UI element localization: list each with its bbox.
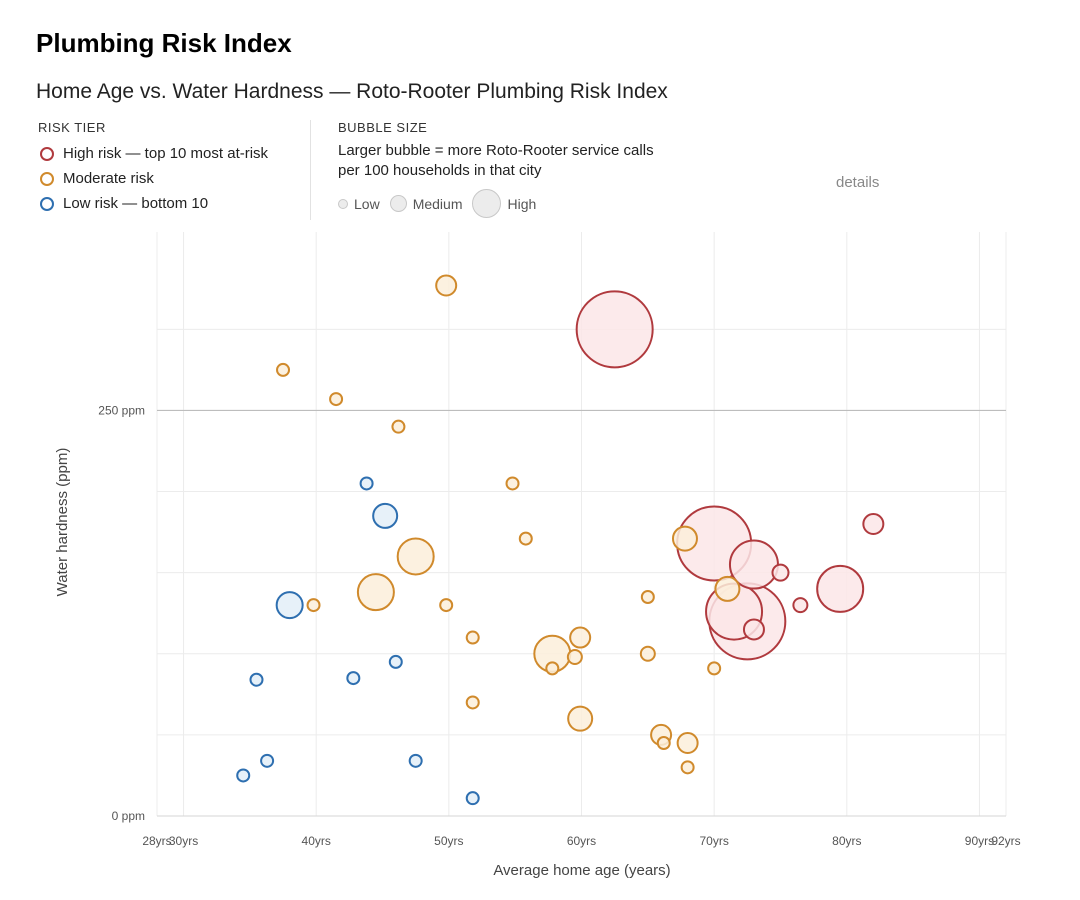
- size-label-medium: Medium: [412, 195, 463, 212]
- high-risk-bubble: [862, 513, 885, 535]
- high-risk-bubble: [771, 563, 790, 582]
- low-risk-bubble: [236, 768, 251, 783]
- size-label-high: High: [507, 195, 537, 212]
- x-tick-label: 40yrs: [302, 834, 331, 848]
- size-label-low: Low: [354, 195, 380, 212]
- y-axis-label: Water hardness (ppm): [54, 448, 71, 597]
- low-risk-bubble: [372, 502, 399, 529]
- high-risk-bubble: [575, 290, 654, 369]
- details-link[interactable]: details: [836, 174, 880, 191]
- low-risk-bubble: [359, 476, 374, 491]
- high-risk-bubble: [742, 618, 765, 641]
- moderate-risk-circle-icon: [40, 171, 54, 186]
- x-tick-label: 60yrs: [567, 834, 596, 848]
- x-tick-label: 70yrs: [699, 834, 728, 848]
- moderate-risk-bubble: [639, 645, 656, 662]
- size-medium-circle-icon: [389, 195, 407, 212]
- legend-item-high[interactable]: High risk — top 10 most at-risk: [38, 141, 268, 166]
- moderate-risk-bubble: [505, 476, 520, 491]
- moderate-risk-bubble: [276, 362, 291, 377]
- moderate-risk-bubble: [671, 525, 698, 552]
- moderate-risk-bubble: [391, 419, 406, 434]
- moderate-risk-bubble: [676, 732, 699, 754]
- chart-title: Home Age vs. Water Hardness — Roto-Roote…: [36, 80, 668, 103]
- moderate-risk-bubble: [714, 575, 741, 602]
- size-high-circle-icon: [472, 189, 502, 218]
- legend-label-low: Low risk — bottom 10: [63, 195, 209, 212]
- moderate-risk-bubble: [518, 531, 533, 546]
- moderate-risk-bubble: [465, 695, 480, 710]
- bubble-layer: [236, 274, 885, 806]
- y-tick-label: 250 ppm: [98, 403, 145, 417]
- moderate-risk-bubble: [656, 736, 671, 750]
- moderate-risk-bubble: [306, 598, 321, 613]
- y-tick-label: 0 ppm: [112, 809, 145, 823]
- x-axis-label: Average home age (years): [493, 862, 670, 879]
- bubble-size-description-line-1: Larger bubble = more Roto-Rooter service…: [338, 142, 654, 159]
- x-tick-label: 50yrs: [434, 834, 463, 848]
- moderate-risk-bubble: [396, 537, 435, 576]
- legend-item-low[interactable]: Low risk — bottom 10: [38, 191, 268, 216]
- page-title: Plumbing Risk Index: [36, 28, 292, 58]
- risk-tier-heading: RISK TIER: [38, 120, 106, 135]
- moderate-risk-bubble: [680, 760, 695, 775]
- moderate-risk-bubble: [569, 626, 592, 649]
- x-tick-label: 30yrs: [169, 834, 198, 848]
- high-risk-circle-icon: [40, 146, 54, 161]
- low-risk-bubble: [260, 753, 275, 768]
- high-risk-bubble: [816, 564, 865, 613]
- moderate-risk-bubble: [329, 392, 344, 407]
- bubble-size-heading: BUBBLE SIZE: [338, 120, 428, 135]
- x-tick-label: 92yrs: [991, 834, 1020, 848]
- moderate-risk-bubble: [435, 274, 458, 297]
- moderate-risk-bubble: [567, 705, 594, 732]
- x-tick-label: 80yrs: [832, 834, 861, 848]
- low-risk-bubble: [388, 654, 403, 669]
- low-risk-bubble: [465, 791, 480, 806]
- low-risk-bubble: [275, 591, 304, 620]
- moderate-risk-bubble: [356, 573, 395, 612]
- legend-label-high: High risk — top 10 most at-risk: [63, 145, 269, 162]
- legend-divider: [310, 120, 311, 220]
- size-low-circle-icon: [338, 198, 348, 209]
- bubble-size-description: Larger bubble = more Roto-Rooter service…: [338, 141, 698, 181]
- bubble-size-description-line-2: per 100 households in that city: [338, 162, 542, 179]
- low-risk-bubble: [346, 671, 361, 686]
- moderate-risk-bubble: [439, 598, 454, 613]
- moderate-risk-bubble: [465, 630, 480, 645]
- legend-label-moderate: Moderate risk: [63, 170, 154, 187]
- low-risk-bubble: [408, 753, 423, 768]
- legend-item-moderate[interactable]: Moderate risk: [38, 166, 268, 191]
- x-tick-label: 90yrs: [965, 834, 994, 848]
- moderate-risk-bubble: [640, 590, 655, 604]
- low-risk-circle-icon: [40, 196, 54, 211]
- bubble-size-scale: Low Medium High: [338, 189, 698, 218]
- low-risk-bubble: [249, 672, 264, 687]
- high-risk-bubble: [792, 597, 809, 614]
- moderate-risk-bubble: [707, 661, 722, 676]
- x-tick-label: 28yrs: [142, 834, 171, 848]
- moderate-risk-bubble: [566, 649, 583, 666]
- moderate-risk-bubble: [545, 661, 560, 676]
- bubble-size-legend: BUBBLE SIZE Larger bubble = more Roto-Ro…: [338, 120, 698, 218]
- risk-tier-legend: RISK TIER High risk — top 10 most at-ris…: [38, 120, 268, 216]
